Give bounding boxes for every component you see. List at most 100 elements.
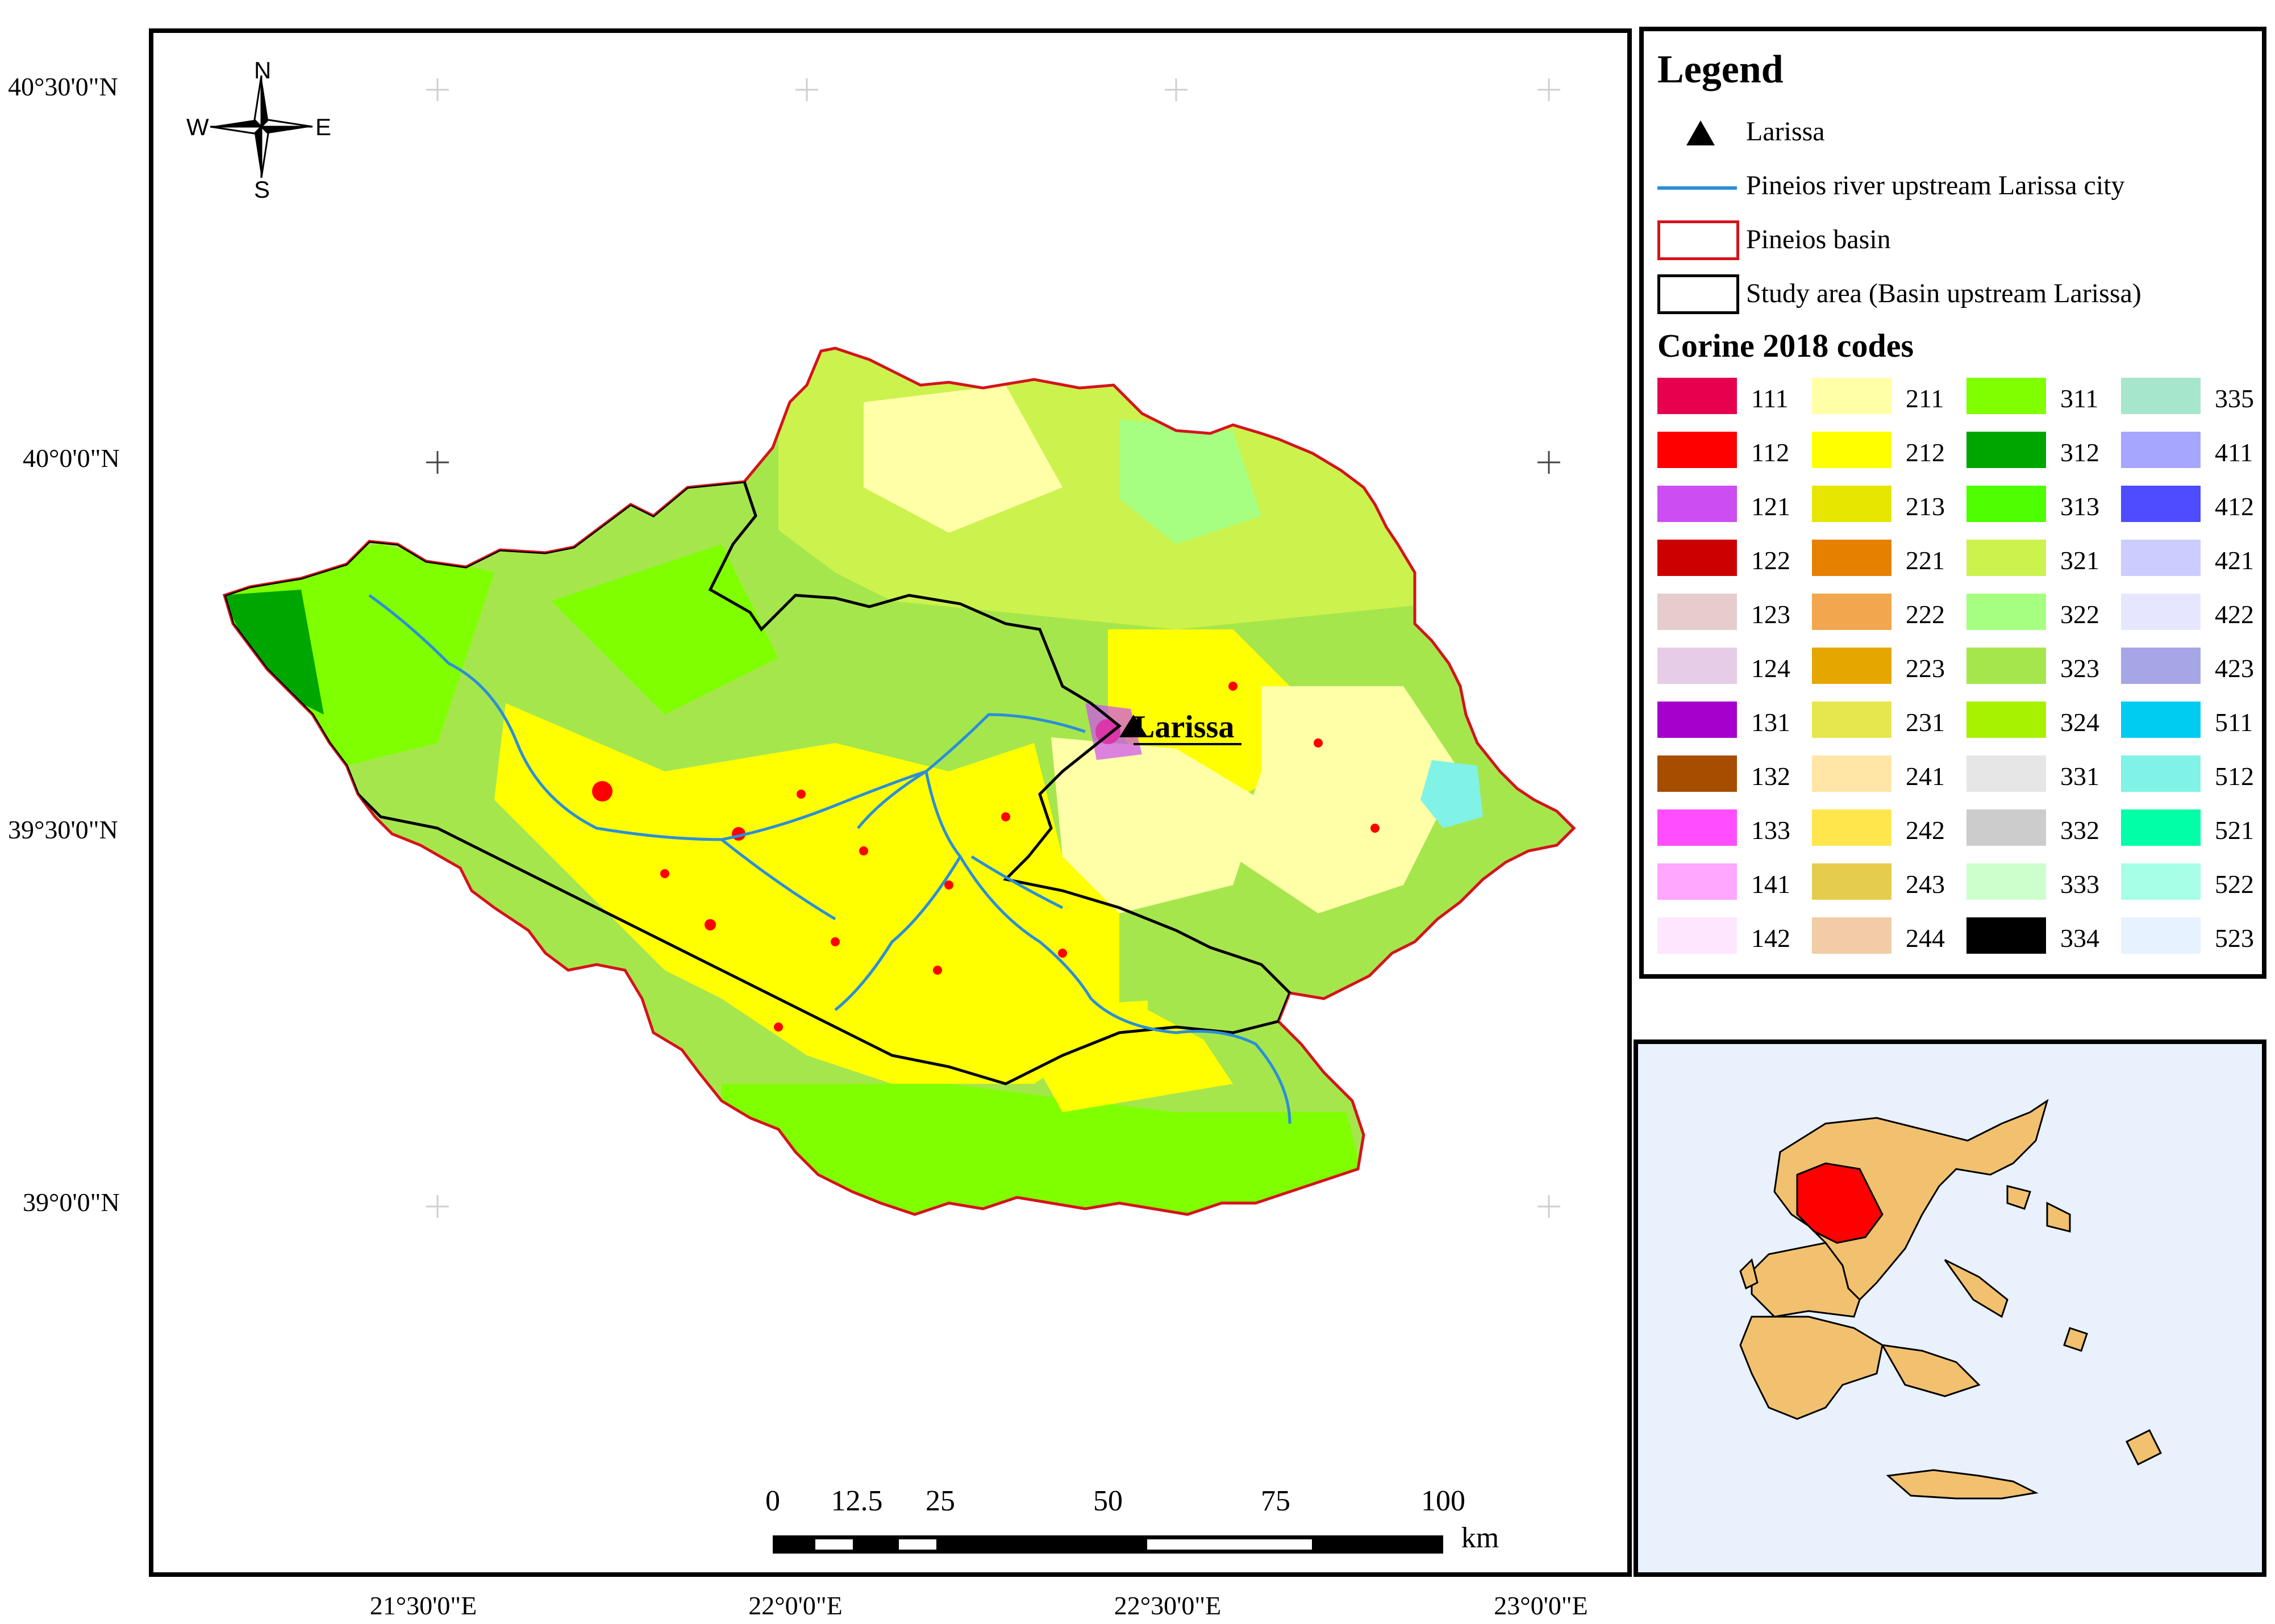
scale-tick-25: 25 (926, 1485, 955, 1517)
corine-label-332: 332 (2060, 816, 2099, 845)
corine-swatch-121 (1657, 486, 1737, 522)
corine-swatch-331 (1966, 755, 2046, 792)
corine-code-241: 241 (1812, 755, 1960, 801)
corine-code-324: 324 (1966, 702, 2114, 747)
corine-swatch-411 (2121, 432, 2201, 468)
lon-label-22-30: 22°30'0"E (1114, 1591, 1222, 1620)
corine-code-511: 511 (2121, 702, 2269, 747)
corine-swatch-241 (1812, 755, 1891, 792)
east-label: E (315, 114, 331, 140)
pineios-river (368, 594, 1291, 1124)
corine-swatch-111 (1657, 378, 1737, 414)
corine-swatch-213 (1812, 486, 1891, 522)
corine-label-231: 231 (1906, 708, 1945, 737)
corine-swatch-122 (1657, 540, 1737, 576)
triangle-icon (1686, 120, 1715, 145)
lon-label-22-00: 22°0'0"E (748, 1591, 843, 1620)
corine-label-423: 423 (2215, 654, 2254, 683)
legend-item-larissa: Larissa (1644, 108, 2257, 153)
corine-label-322: 322 (2060, 600, 2099, 629)
corine-code-211: 211 (1812, 378, 1960, 423)
corine-label-521: 521 (2215, 816, 2254, 845)
corine-label-221: 221 (1906, 546, 1945, 575)
corine-label-321: 321 (2060, 546, 2099, 575)
south-label: S (254, 176, 270, 203)
corine-label-512: 512 (2215, 762, 2254, 791)
corine-label-223: 223 (1906, 654, 1945, 683)
corine-code-333: 333 (1966, 863, 2114, 909)
corine-swatch-332 (1966, 809, 2046, 846)
greece-outline (1739, 1099, 2162, 1500)
corine-code-523: 523 (2121, 917, 2269, 963)
scale-tick-12-5: 12.5 (831, 1485, 883, 1517)
corine-land-cover (224, 348, 1574, 1214)
corine-swatch-142 (1657, 917, 1737, 954)
legend-panel: Legend Larissa Pineios river upstream La… (1639, 27, 2266, 979)
corine-label-331: 331 (2060, 762, 2099, 791)
legend-label-study-area: Study area (Basin upstream Larissa) (1746, 278, 2141, 308)
corine-swatch-231 (1812, 702, 1891, 738)
corine-label-211: 211 (1906, 384, 1944, 413)
corine-code-422: 422 (2121, 594, 2269, 639)
corine-label-212: 212 (1906, 438, 1945, 467)
corine-swatch-223 (1812, 648, 1891, 684)
corine-label-124: 124 (1751, 654, 1790, 683)
west-label: W (186, 114, 209, 140)
corine-code-311: 311 (1966, 378, 2114, 423)
basin-box-icon (1657, 220, 1739, 260)
corine-swatch-141 (1657, 863, 1737, 900)
corine-swatch-422 (2121, 594, 2201, 630)
corine-swatch-311 (1966, 378, 2046, 414)
lat-label-39-00: 39°0'0"N (23, 1188, 120, 1217)
corine-code-122: 122 (1657, 540, 1805, 585)
corine-swatch-222 (1812, 594, 1891, 630)
lat-label-39-30: 39°30'0"N (8, 815, 118, 844)
inset-study-area-highlight (1796, 1162, 1884, 1244)
corine-code-123: 123 (1657, 594, 1805, 639)
corine-label-412: 412 (2215, 492, 2254, 521)
corine-code-512: 512 (2121, 755, 2269, 801)
corine-label-111: 111 (1751, 384, 1789, 413)
corine-swatch-242 (1812, 809, 1891, 846)
scale-tick-100: 100 (1421, 1485, 1465, 1517)
corine-code-312: 312 (1966, 432, 2114, 477)
corine-code-132: 132 (1657, 755, 1805, 801)
corine-codes-title: Corine 2018 codes (1657, 327, 1914, 364)
corine-label-313: 313 (2060, 492, 2099, 521)
corine-code-322: 322 (1966, 594, 2114, 639)
corine-label-132: 132 (1751, 762, 1790, 791)
corine-label-243: 243 (1906, 870, 1945, 899)
legend-item-study-area: Study area (Basin upstream Larissa) (1644, 270, 2257, 315)
corine-code-221: 221 (1812, 540, 1960, 585)
corine-label-523: 523 (2215, 924, 2254, 953)
corine-swatch-523 (2121, 917, 2201, 954)
legend-label-larissa: Larissa (1746, 116, 1825, 147)
land-cover-map: Larissa N S E W (186, 57, 1627, 1554)
legend-label-river: Pineios river upstream Larissa city (1746, 170, 2125, 201)
study-area-box-icon (1657, 274, 1739, 314)
main-map-frame: Larissa N S E W 0 12.5 25 50 75 100 km (149, 28, 1632, 1577)
lat-label-40-30: 40°30'0"N (8, 72, 118, 101)
corine-swatch-512 (2121, 755, 2201, 792)
corine-label-324: 324 (2060, 708, 2099, 737)
corine-code-313: 313 (1966, 486, 2114, 531)
corine-code-212: 212 (1812, 432, 1960, 477)
corine-code-142: 142 (1657, 917, 1805, 963)
scale-tick-50: 50 (1093, 1485, 1123, 1517)
corine-label-522: 522 (2215, 870, 2254, 899)
corine-swatch-511 (2121, 702, 2201, 738)
corine-swatch-412 (2121, 486, 2201, 522)
corine-swatch-335 (2121, 378, 2201, 414)
corine-label-311: 311 (2060, 384, 2099, 413)
scale-tick-0: 0 (765, 1485, 780, 1517)
corine-code-111: 111 (1657, 378, 1805, 423)
corine-code-423: 423 (2121, 648, 2269, 693)
corine-swatch-522 (2121, 863, 2201, 900)
corine-swatch-211 (1812, 378, 1891, 414)
corine-code-213: 213 (1812, 486, 1960, 531)
corine-label-244: 244 (1906, 924, 1945, 953)
corine-swatch-334 (1966, 917, 2046, 954)
corine-swatch-123 (1657, 594, 1737, 630)
corine-code-222: 222 (1812, 594, 1960, 639)
corine-swatch-333 (1966, 863, 2046, 900)
